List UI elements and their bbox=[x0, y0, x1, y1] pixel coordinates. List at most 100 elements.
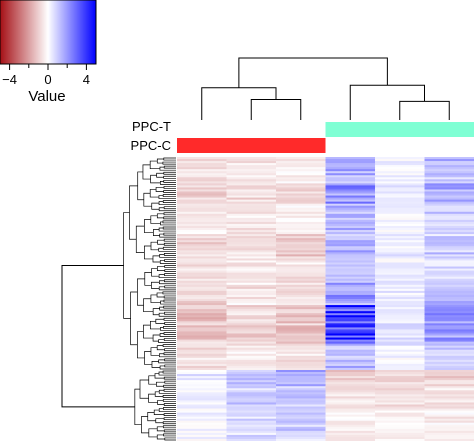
row-dendrogram-branch bbox=[159, 254, 176, 258]
heatmap-cell bbox=[375, 177, 425, 180]
heatmap-cell bbox=[226, 185, 277, 188]
heatmap-cell bbox=[226, 250, 277, 253]
heatmap-cell bbox=[424, 438, 474, 441]
heatmap-cell bbox=[177, 420, 227, 424]
heatmap-cell bbox=[375, 234, 425, 237]
heatmap-cell bbox=[276, 343, 326, 347]
heatmap-cell bbox=[424, 400, 474, 403]
heatmap-cell bbox=[424, 317, 474, 320]
heatmap-cell bbox=[375, 367, 425, 371]
heatmap-cell bbox=[226, 193, 277, 196]
heatmap-cell bbox=[226, 258, 277, 261]
row-dendrogram-branch bbox=[150, 174, 161, 184]
heatmap-cell bbox=[375, 349, 425, 353]
heatmap-cell bbox=[424, 422, 474, 426]
row-dendrogram-branch bbox=[158, 274, 176, 279]
heatmap-cell bbox=[424, 353, 474, 357]
heatmap-cell bbox=[375, 272, 425, 276]
heatmap-cell bbox=[424, 167, 474, 170]
heatmap-cell bbox=[226, 418, 277, 422]
heatmap-cell bbox=[424, 347, 474, 351]
heatmap-cell bbox=[424, 203, 474, 207]
heatmap-cell bbox=[325, 436, 376, 440]
heatmap-cell bbox=[325, 223, 376, 227]
heatmap-cell bbox=[424, 181, 474, 184]
heatmap-cell bbox=[325, 357, 376, 361]
heatmap-cell bbox=[325, 240, 376, 243]
heatmap-cell bbox=[177, 296, 227, 300]
heatmap-cell bbox=[424, 390, 474, 393]
heatmap-cell bbox=[375, 410, 425, 413]
heatmap-cell bbox=[424, 240, 474, 243]
row-dendrogram-branch bbox=[162, 344, 176, 348]
row-dendrogram-branch bbox=[163, 253, 176, 256]
heatmap-cell bbox=[226, 173, 277, 176]
heatmap-cell bbox=[424, 232, 474, 235]
heatmap-cell bbox=[177, 406, 227, 409]
row-dendrogram-branch bbox=[162, 291, 176, 295]
heatmap-cell bbox=[276, 315, 326, 318]
column-dendrogram-branch bbox=[399, 100, 450, 120]
row-dendrogram-branch bbox=[163, 190, 176, 193]
row-dendrogram-branch bbox=[163, 338, 176, 341]
heatmap-cell bbox=[177, 213, 227, 217]
heatmap-cell bbox=[276, 392, 326, 395]
heatmap-cell bbox=[375, 438, 425, 441]
heatmap-cell bbox=[375, 382, 425, 385]
heatmap-cell bbox=[375, 248, 425, 251]
heatmap-cell bbox=[424, 191, 474, 194]
heatmap-cell bbox=[325, 307, 376, 310]
heatmap-cell bbox=[375, 175, 425, 178]
heatmap-cell bbox=[325, 193, 376, 196]
heatmap-cell bbox=[276, 191, 326, 194]
heatmap-cell bbox=[226, 177, 277, 180]
heatmap-cell bbox=[325, 171, 376, 174]
heatmap-cell bbox=[424, 329, 474, 332]
row-dendrogram-branch bbox=[158, 201, 176, 206]
heatmap-cell bbox=[375, 408, 425, 411]
heatmap-cell bbox=[226, 234, 277, 237]
heatmap-cell bbox=[177, 290, 227, 294]
heatmap-cell bbox=[325, 199, 376, 203]
row-dendrogram-branch bbox=[163, 429, 176, 433]
row-dendrogram-branch bbox=[158, 408, 176, 412]
heatmap-cell bbox=[226, 292, 277, 296]
heatmap-cell bbox=[424, 246, 474, 249]
heatmap-cell bbox=[177, 388, 227, 391]
heatmap-cell bbox=[177, 432, 227, 436]
heatmap-cell bbox=[226, 327, 277, 330]
heatmap-cell bbox=[424, 193, 474, 196]
row-dendrogram-branch bbox=[163, 352, 176, 356]
row-dendrogram-branch bbox=[155, 187, 165, 192]
heatmap-cell bbox=[375, 201, 425, 205]
heatmap-cell bbox=[325, 408, 376, 411]
heatmap-cell bbox=[177, 211, 227, 215]
heatmap-cell bbox=[325, 301, 376, 304]
heatmap-cell bbox=[325, 341, 376, 345]
heatmap-cell bbox=[375, 430, 425, 434]
heatmap-cell bbox=[325, 260, 376, 263]
heatmap-cell bbox=[226, 400, 277, 403]
heatmap-cell bbox=[276, 195, 326, 198]
heatmap-cell bbox=[375, 363, 425, 367]
row-dendrogram-branch bbox=[148, 393, 158, 403]
heatmap-cell bbox=[325, 264, 376, 267]
row-dendrogram-branch bbox=[151, 202, 160, 210]
heatmap-cell bbox=[424, 159, 474, 162]
heatmap-cell bbox=[375, 372, 425, 375]
heatmap-cell bbox=[276, 404, 326, 407]
heatmap-cell bbox=[226, 390, 277, 393]
heatmap-cell bbox=[226, 384, 277, 387]
heatmap-cell bbox=[177, 209, 227, 213]
heatmap-cell bbox=[177, 307, 227, 310]
heatmap-cell bbox=[226, 276, 277, 280]
heatmap-cell bbox=[325, 311, 376, 314]
heatmap-cell bbox=[325, 181, 376, 184]
heatmap-cell bbox=[177, 272, 227, 276]
heatmap-cell bbox=[226, 207, 277, 211]
heatmap-cell bbox=[177, 321, 227, 324]
heatmap-cell bbox=[226, 228, 277, 231]
heatmap-cell bbox=[375, 213, 425, 217]
heatmap-cell bbox=[325, 248, 376, 251]
heatmap-cell bbox=[276, 380, 326, 383]
